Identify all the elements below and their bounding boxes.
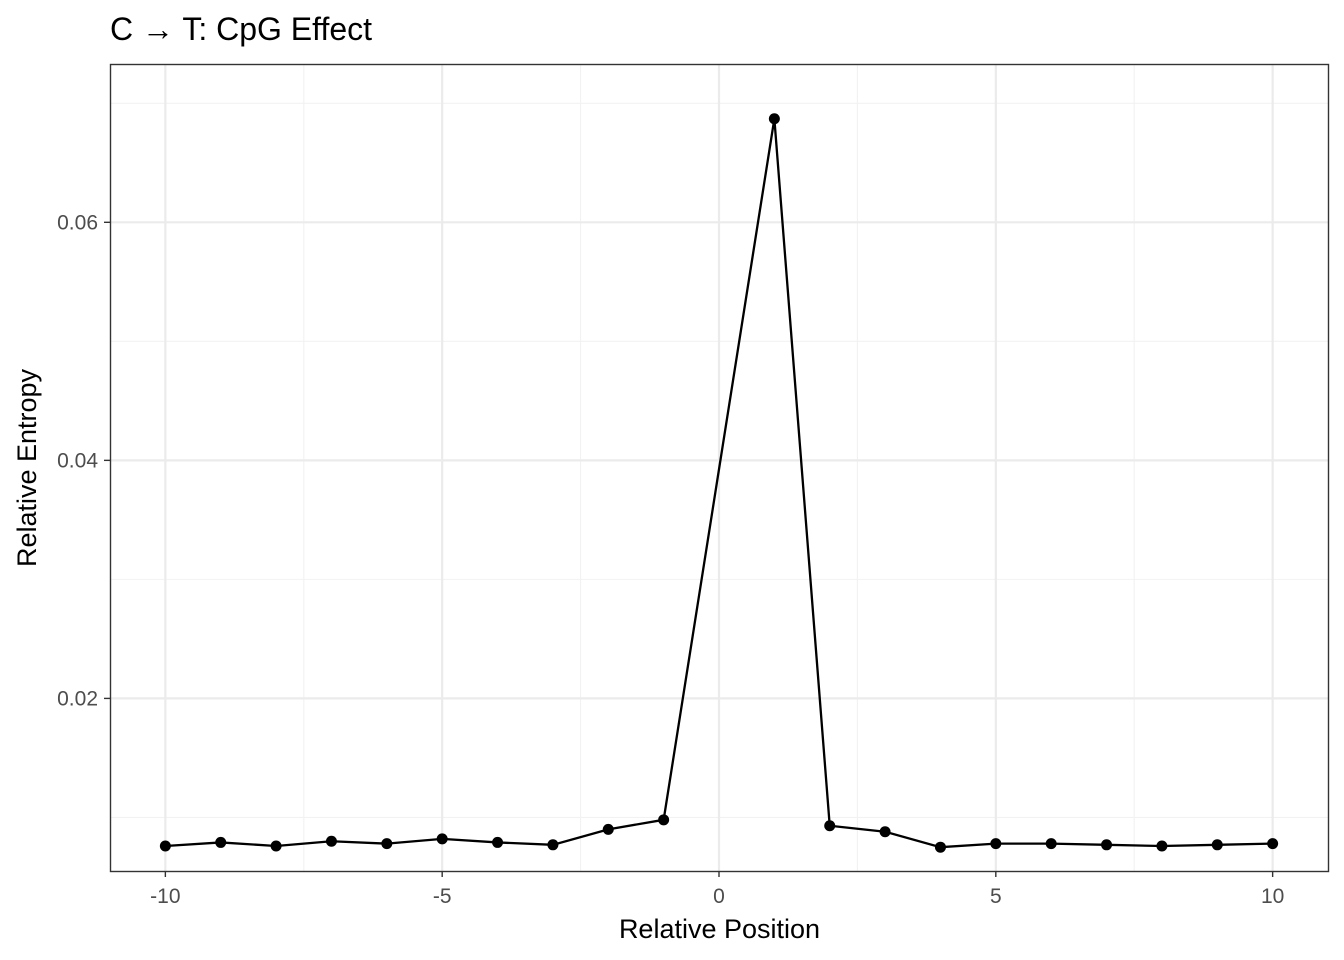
data-point [381,838,393,850]
data-point [824,820,836,832]
y-axis-title: Relative Entropy [12,368,42,567]
data-point [159,840,171,852]
major-grid [110,64,1328,871]
data-point [934,841,946,853]
y-tick-label: 0.04 [57,449,98,472]
data-point [270,840,282,852]
data-point [1211,839,1223,851]
series-line [165,118,1273,849]
data-point [658,814,670,826]
x-axis-title: Relative Position [619,914,820,944]
data-point [1045,838,1057,850]
data-point [215,836,227,848]
data-point [602,823,614,835]
y-tick-label: 0.02 [57,687,98,710]
data-point [492,836,504,848]
data-point [547,839,559,851]
x-axis: -10 -5 0 5 10 [150,871,1284,908]
data-point [1101,839,1113,851]
data-point [879,826,891,838]
data-point [768,113,780,125]
data-point [1156,840,1168,852]
data-point [1267,838,1279,850]
y-tick-label: 0.06 [57,211,98,234]
chart-title: C → T: CpG Effect [110,11,372,47]
x-tick-label: -5 [433,885,452,908]
data-point [990,838,1002,850]
x-tick-label: 10 [1261,885,1284,908]
data-point [325,835,337,847]
x-tick-label: 5 [990,885,1002,908]
series-layer [159,113,1279,853]
x-tick-label: 0 [713,885,725,908]
y-axis: 0.02 0.04 0.06 [57,211,110,710]
data-point [436,833,448,845]
x-tick-label: -10 [150,885,180,908]
